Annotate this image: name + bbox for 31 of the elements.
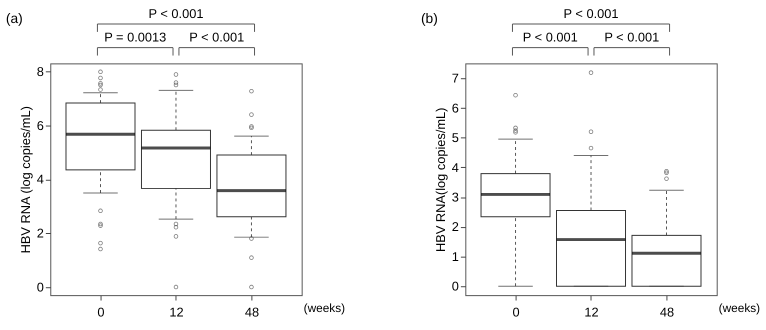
x-axis-title: (weeks) — [718, 300, 760, 315]
y-tick-label: 4 — [36, 172, 44, 187]
y-tick-label: 2 — [36, 226, 44, 241]
x-tick-label: 0 — [97, 304, 105, 320]
y-tick-label: 0 — [452, 278, 459, 294]
x-tick-label: 0 — [512, 304, 520, 320]
text: P < 0.001 — [604, 30, 660, 45]
y-axis-title: HBV RNA (log copies/mL) — [18, 106, 33, 254]
text: P = 0.0013 — [104, 30, 166, 45]
chart-title: (b) — [420, 11, 438, 26]
chart-title: (a) — [6, 11, 23, 26]
y-tick-label: 7 — [452, 70, 459, 86]
x-axis-title: (weeks) — [304, 300, 346, 315]
text: P < 0.001 — [148, 6, 204, 22]
x-tick-label: 12 — [169, 304, 184, 320]
text: P < 0.001 — [189, 30, 244, 45]
text: P < 0.001 — [564, 6, 618, 22]
y-tick-label: 5 — [452, 130, 459, 146]
text: P < 0.001 — [522, 30, 578, 45]
y-tick-label: 0 — [36, 279, 44, 294]
x-tick-label: 12 — [584, 304, 599, 320]
y-tick-label: 6 — [36, 118, 44, 133]
x-tick-label: 48 — [660, 304, 674, 320]
y-tick-label: 8 — [36, 64, 44, 79]
y-tick-label: 6 — [452, 100, 459, 116]
y-tick-label: 1 — [452, 248, 459, 264]
x-tick-label: 48 — [244, 304, 260, 320]
y-tick-label: 3 — [452, 190, 459, 205]
y-tick-label: 2 — [452, 219, 459, 234]
y-tick-label: 4 — [452, 160, 459, 175]
y-axis-title: HBV RNA(log copies/mL) — [432, 108, 448, 252]
